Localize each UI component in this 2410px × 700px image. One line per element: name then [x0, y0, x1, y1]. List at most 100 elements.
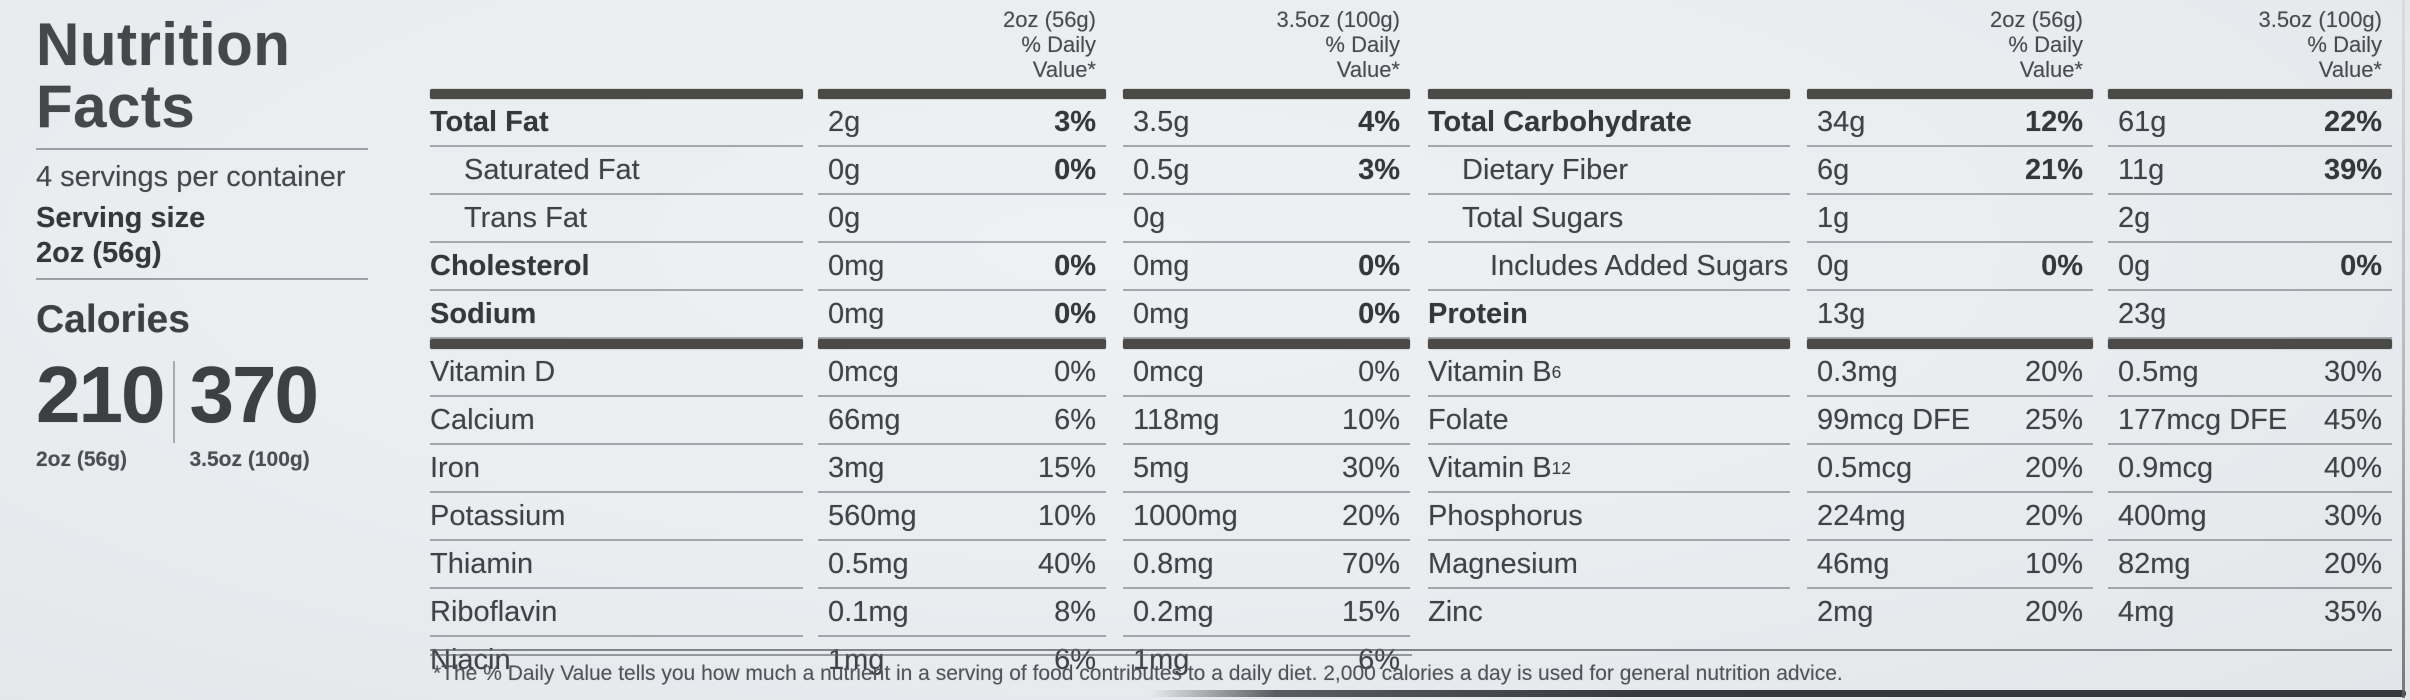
amount-serving2: 0.5mg [2118, 355, 2199, 388]
column-gap [1106, 397, 1123, 445]
daily-value-serving2: 0% [1358, 297, 1400, 330]
daily-value-serving2: 70% [1341, 547, 1400, 580]
nutrient-name-cell: Magnesium [1428, 541, 1790, 589]
amount-serving1: 0.3mg [1817, 355, 1898, 388]
serving-size-label: Serving size [36, 202, 206, 234]
column-gap [1790, 339, 1807, 349]
daily-value-serving2: 0% [2340, 249, 2382, 282]
serving2-value-cell: 11g 39% [2108, 147, 2392, 195]
daily-value-serving2: 30% [1341, 451, 1400, 484]
nutrient-name-cell: Riboflavin [430, 589, 803, 637]
serving2-value-cell: 61g 22% [2108, 99, 2392, 147]
amount-serving2: 0.9mcg [2118, 451, 2214, 484]
column-gap [2093, 349, 2108, 397]
daily-value-serving1: 6% [1054, 403, 1096, 436]
daily-value-serving2: 15% [1341, 595, 1400, 628]
serving1-value-cell: 34g 12% [1807, 99, 2093, 147]
amount-serving2: 4mg [2118, 595, 2175, 628]
column-gap [803, 89, 818, 99]
column-gap [1106, 541, 1123, 589]
calories-value-serving1: 210 [36, 350, 165, 439]
nutrient-name: Zinc [1428, 595, 1483, 628]
amount-serving2: 400mg [2118, 499, 2207, 532]
serving1-value-cell: 1mg 6% [818, 637, 1106, 683]
amount-serving2: 177mcg DFE [2118, 403, 2288, 436]
serving2-value-cell: 1000mg 20% [1123, 493, 1410, 541]
nutrient-table-left: 2oz (56g) % Daily Value* 3.5oz (100g) % … [430, 0, 1410, 683]
section-bar [1807, 89, 2093, 99]
amount-serving2: 0g [2118, 249, 2151, 282]
amount-serving1: 6g [1817, 153, 1850, 186]
amount-serving1: 0.5mg [828, 547, 909, 580]
amount-serving2: 61g [2118, 105, 2167, 138]
serving1-value-cell: 0g 0% [818, 147, 1106, 195]
serving1-value-cell: 0.3mg 20% [1807, 349, 2093, 397]
serving2-value-cell: 118mg 10% [1123, 397, 1410, 445]
column-gap [1790, 445, 1807, 493]
calories-serving2: 370 3.5oz (100g) [189, 350, 318, 472]
serving1-value-cell: 13g [1807, 291, 2093, 339]
nutrient-name-cell: Includes Added Sugars [1428, 243, 1790, 291]
section-bar [1123, 339, 1410, 349]
column-gap [1790, 99, 1807, 147]
nutrient-name: Riboflavin [430, 595, 558, 628]
serving1-value-cell: 0.5mcg 20% [1807, 445, 2093, 493]
serving2-value-cell: 177mcg DFE 45% [2108, 397, 2392, 445]
column-gap [1790, 195, 1807, 243]
column-gap [803, 147, 818, 195]
serving1-value-cell: 46mg 10% [1807, 541, 2093, 589]
amount-serving2: 0g [1133, 201, 1166, 234]
nutrient-name-cell: Total Sugars [1428, 195, 1790, 243]
amount-serving1: 0.5mcg [1817, 451, 1913, 484]
amount-serving1: 0mcg [828, 355, 899, 388]
serving1-value-cell: 6g 21% [1807, 147, 2093, 195]
serving-size-value: 2oz (56g) [36, 237, 162, 269]
column-gap [1790, 541, 1807, 589]
daily-value-serving1: 10% [2024, 547, 2083, 580]
serving1-value-cell: 2g 3% [818, 99, 1106, 147]
calories-value-serving2: 370 [189, 350, 318, 439]
daily-value-serving1: 40% [1037, 547, 1096, 580]
column-header-line: % Daily [1021, 32, 1096, 57]
daily-value-serving2: 35% [2323, 595, 2382, 628]
column-gap [2093, 89, 2108, 99]
package-right-edge [2402, 0, 2405, 698]
daily-value-serving2: 40% [2323, 451, 2382, 484]
amount-serving1: 0mg [828, 297, 885, 330]
column-gap [1790, 349, 1807, 397]
daily-value-serving1: 25% [2024, 403, 2083, 436]
column-gap [2093, 541, 2108, 589]
package-bottom-edge [1150, 690, 2406, 697]
daily-value-serving1: 0% [1054, 355, 1096, 388]
nutrient-name-cell: Phosphorus [1428, 493, 1790, 541]
serving1-value-cell: 0.5mg 40% [818, 541, 1106, 589]
column-gap [1106, 195, 1123, 243]
table-bottom-rule [430, 649, 2392, 651]
nutrient-name: Total Carbohydrate [1428, 105, 1692, 138]
amount-serving2: 0.5g [1133, 153, 1190, 186]
column-gap [2093, 589, 2108, 635]
serving2-value-cell: 2g [2108, 195, 2392, 243]
nutrient-name-subscript: 12 [1551, 457, 1571, 478]
nutrient-name: Vitamin D [430, 355, 556, 388]
serving1-value-cell: 560mg 10% [818, 493, 1106, 541]
daily-value-serving1: 10% [1037, 499, 1096, 532]
nutrient-name: Thiamin [430, 547, 534, 580]
column-header-2oz: 2oz (56g) % Daily Value* [818, 0, 1106, 89]
serving2-value-cell: 5mg 30% [1123, 445, 1410, 493]
serving2-value-cell: 0.2mg 15% [1123, 589, 1410, 637]
nutrient-name-cell: Thiamin [430, 541, 803, 589]
serving-divider [36, 278, 368, 280]
section-bar [2108, 339, 2392, 349]
column-gap [1106, 339, 1123, 349]
column-gap [803, 397, 818, 445]
column-gap [803, 493, 818, 541]
column-gap [1106, 291, 1123, 339]
daily-value-serving1: 0% [1054, 297, 1096, 330]
serving1-value-cell: 0g [818, 195, 1106, 243]
serving2-value-cell: 0mcg 0% [1123, 349, 1410, 397]
column-header-line: Value* [1336, 57, 1400, 82]
amount-serving1: 34g [1817, 105, 1866, 138]
daily-value-serving2: 6% [1358, 643, 1400, 676]
